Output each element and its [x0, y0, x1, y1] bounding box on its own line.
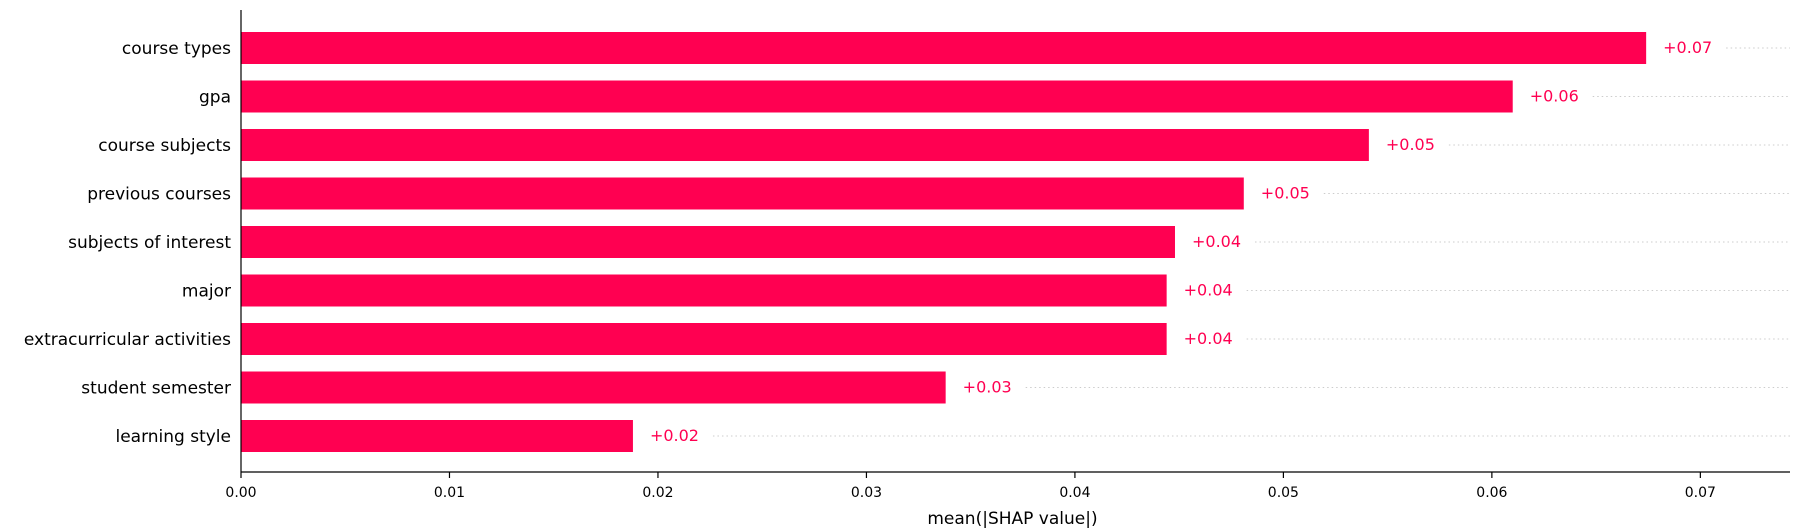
- axes: [240, 10, 1790, 473]
- x-tick-label: 0.04: [1059, 485, 1090, 501]
- x-axis-title: mean(|SHAP value|): [927, 509, 1097, 529]
- value-label: +0.05: [1386, 135, 1435, 154]
- x-tick-label: 0.03: [851, 485, 882, 501]
- category-label: course subjects: [98, 136, 231, 156]
- category-label: learning style: [115, 427, 231, 447]
- category-labels: course types gpa course subjects previous c…: [24, 39, 231, 447]
- bar: [241, 226, 1175, 258]
- bar: [241, 177, 1244, 210]
- x-tick-label: 0.01: [434, 485, 465, 501]
- category-label: course types: [122, 39, 231, 59]
- value-label: +0.04: [1184, 329, 1233, 348]
- value-label: +0.04: [1184, 281, 1233, 300]
- value-label: +0.05: [1261, 184, 1310, 203]
- bar: [241, 323, 1167, 355]
- category-label: gpa: [199, 88, 231, 108]
- value-label: +0.06: [1530, 87, 1579, 106]
- bar: [241, 420, 633, 452]
- category-label: student semester: [81, 379, 231, 399]
- bar: [241, 371, 946, 404]
- category-label: extracurricular activities: [24, 330, 231, 350]
- category-label: major: [182, 282, 231, 302]
- x-ticks: 0.00 0.01 0.02 0.03 0.04 0.05 0.06 0.07: [225, 472, 1716, 501]
- value-label: +0.07: [1663, 38, 1712, 57]
- bars: [241, 32, 1647, 452]
- bar: [241, 80, 1513, 113]
- value-label: +0.03: [963, 378, 1012, 397]
- bar: [241, 129, 1369, 161]
- row-guides: [712, 47, 1790, 437]
- bar: [241, 274, 1167, 307]
- x-tick-label: 0.07: [1685, 485, 1716, 501]
- category-label: subjects of interest: [68, 233, 231, 253]
- value-labels: +0.07 +0.06 +0.05 +0.05 +0.04 +0.04 +0.04 +0.03…: [650, 38, 1712, 445]
- category-label: previous courses: [87, 185, 231, 205]
- bar: [241, 32, 1647, 64]
- x-tick-label: 0.06: [1476, 485, 1507, 501]
- value-label: +0.02: [650, 426, 699, 445]
- value-label: +0.04: [1192, 232, 1241, 251]
- x-tick-label: 0.02: [642, 485, 673, 501]
- x-tick-label: 0.05: [1268, 485, 1299, 501]
- x-tick-label: 0.00: [225, 485, 256, 501]
